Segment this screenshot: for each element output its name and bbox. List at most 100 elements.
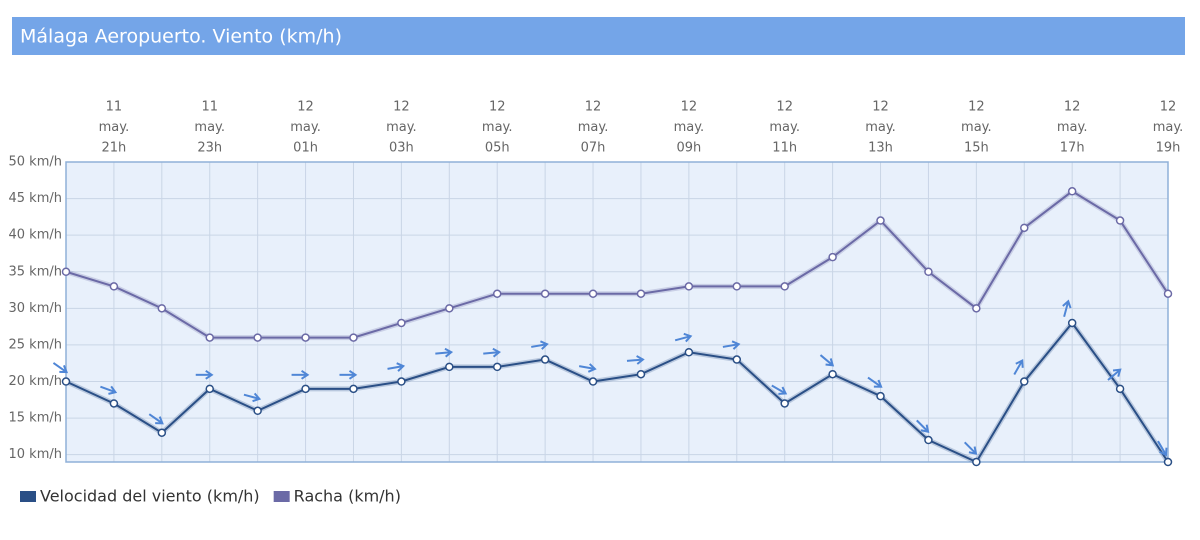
arrow-shaft: [963, 441, 977, 454]
x-tick-label: 11: [106, 100, 123, 115]
arrow-head: [1159, 447, 1168, 457]
wind-arrow: [1062, 299, 1072, 317]
arrow-head: [252, 392, 262, 403]
data-point: [876, 216, 885, 225]
wind-arrow: [531, 340, 549, 350]
x-tick-label: 15h: [964, 141, 989, 156]
y-tick-label: 25 km/h: [9, 337, 63, 352]
x-tick-label: may.: [482, 120, 513, 135]
data-point: [157, 304, 167, 313]
wind-arrow: [578, 363, 597, 373]
x-tick-label: 12: [681, 100, 698, 115]
x-tick-label: 12: [968, 100, 985, 115]
data-point: [397, 377, 406, 386]
x-tick-label: 21h: [102, 141, 127, 156]
data-point: [349, 384, 358, 394]
data-point: [636, 289, 646, 298]
y-tick-label: 15 km/h: [9, 411, 63, 426]
data-point: [61, 377, 71, 386]
data-point: [253, 406, 262, 416]
arrow-shaft: [483, 351, 499, 355]
x-tick-label: 12: [393, 100, 410, 115]
data-point: [445, 362, 454, 372]
x-tick-label: may.: [961, 120, 992, 135]
x-tick-label: 12: [489, 100, 506, 115]
arrow-shaft: [722, 343, 738, 348]
arrow-head: [301, 369, 310, 380]
x-tick-label: 12: [297, 100, 314, 115]
data-point: [636, 369, 646, 379]
arrow-head: [444, 347, 454, 358]
title-bar: [12, 17, 1185, 55]
x-tick-label: 11: [201, 100, 218, 115]
plot-border: [65, 161, 1169, 463]
arrow-head: [205, 369, 214, 380]
data-point: [780, 282, 789, 291]
arrow-head: [683, 332, 693, 343]
y-tick-label: 30 km/h: [9, 301, 63, 316]
wind-arrow: [1107, 368, 1122, 381]
x-tick-label: 13h: [868, 141, 893, 156]
arrow-shaft: [626, 358, 643, 362]
arrow-head: [731, 340, 741, 350]
x-tick-label: 01h: [293, 141, 318, 156]
data-point: [253, 333, 262, 342]
arrow-shaft: [52, 362, 67, 373]
x-tick-label: 12: [1160, 100, 1177, 115]
y-tick-label: 20 km/h: [9, 374, 63, 389]
wind-arrow: [435, 347, 454, 358]
wind-arrow: [52, 362, 69, 374]
data-point: [732, 282, 742, 291]
arrow-head: [778, 386, 788, 395]
arrow-shaft: [387, 365, 403, 370]
arrow-shaft: [531, 343, 547, 348]
series-line: [65, 190, 1169, 339]
data-point: [540, 289, 550, 298]
arrow-head: [540, 340, 549, 350]
arrow-head: [492, 347, 501, 358]
wind-arrow: [1157, 440, 1168, 457]
data-point: [61, 267, 71, 277]
x-tick-label: 19h: [1156, 141, 1181, 156]
x-tick-label: may.: [865, 120, 896, 135]
data-point: [301, 384, 310, 394]
data-point: [445, 304, 454, 313]
x-tick-label: may.: [769, 120, 800, 135]
data-point: [780, 399, 789, 408]
data-point: [1163, 457, 1173, 467]
legend-label: Racha (km/h): [294, 487, 401, 506]
y-tick-label: 10 km/h: [9, 447, 63, 462]
data-point: [397, 318, 406, 328]
data-point: [301, 333, 310, 342]
data-point: [1067, 318, 1077, 328]
wind-arrow: [387, 362, 406, 372]
arrow-shaft: [819, 354, 833, 366]
data-point: [109, 399, 119, 408]
wind-arrow: [483, 347, 501, 358]
x-tick-label: 11h: [772, 141, 797, 156]
plot-area: [66, 162, 1168, 462]
wind-arrow: [819, 354, 835, 367]
y-tick-label: 45 km/h: [9, 191, 63, 206]
arrow-head: [1062, 299, 1072, 309]
arrow-shaft: [435, 351, 451, 355]
x-tick-label: 12: [1064, 100, 1081, 115]
y-tick-label: 40 km/h: [9, 228, 63, 243]
data-point: [205, 384, 214, 394]
legend-swatch: [273, 491, 290, 502]
data-point: [1020, 377, 1029, 386]
series-line: [65, 321, 1169, 464]
arrow-head: [59, 365, 69, 374]
data-point: [1115, 384, 1125, 394]
arrow-head: [587, 363, 597, 373]
arrow-head: [873, 379, 883, 388]
data-point: [876, 391, 885, 401]
arrow-head: [348, 369, 358, 380]
data-point: [924, 435, 933, 445]
data-point: [684, 282, 694, 291]
x-tick-label: may.: [194, 120, 225, 135]
arrow-head: [396, 362, 406, 372]
data-point: [492, 289, 502, 298]
x-tick-label: 12: [585, 100, 602, 115]
